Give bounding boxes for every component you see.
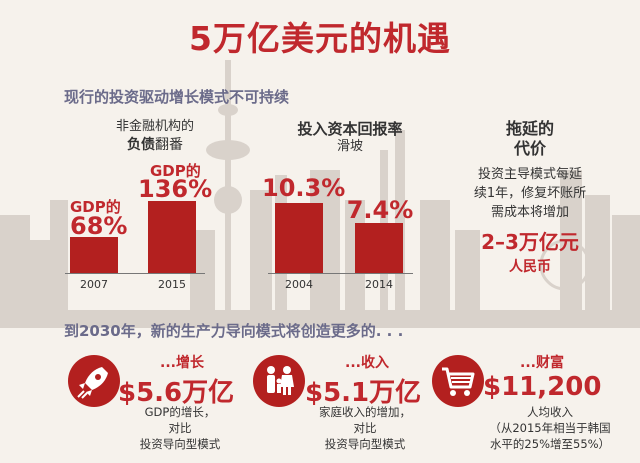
outcome-income-desc1: 家庭收入的增加， [319, 405, 411, 419]
outcome-growth-desc2: 对比 [168, 421, 192, 435]
bar-2015-value: 136% [138, 175, 213, 203]
outcome-income-desc3: 投资导向型模式 [324, 437, 406, 451]
outcome-wealth-icon-circle [432, 355, 484, 407]
section1-heading: 现行的投资驱动增长模式不可持续 [64, 88, 290, 106]
outcome-wealth-desc3: 水平的25%增至55%） [489, 437, 611, 451]
bar-2004 [275, 203, 323, 273]
debt-axis [65, 273, 205, 274]
outcome-wealth-desc2: （从2015年相当于韩国 [489, 421, 611, 435]
return-axis [268, 273, 413, 274]
return-caption-line2: 滑坡 [336, 139, 363, 154]
return-caption-line1: 投入资本回报率 [297, 120, 403, 138]
bar-2015-label: GDP的 [150, 162, 201, 180]
delay-desc-line3: 需成本将增加 [490, 205, 569, 220]
outcome-growth-desc3: 投资导向型模式 [139, 437, 221, 451]
year-2007: 2007 [80, 278, 108, 291]
bar-2014 [355, 223, 403, 273]
year-2004: 2004 [285, 278, 313, 291]
outcome-income-label: ...收入 [345, 355, 389, 371]
rocket-icon [77, 367, 108, 399]
outcome-wealth-amount: $11,200 [483, 372, 602, 402]
debt-caption-rest: 翻番 [155, 137, 183, 153]
delay-title-line2: 代价 [513, 139, 546, 158]
bar-2007 [70, 237, 118, 273]
page-title: 5万亿美元的机遇 [189, 19, 451, 58]
outcome-income-icon-circle [253, 355, 305, 407]
outcome-wealth-desc1: 人均收入 [527, 405, 573, 419]
delay-desc-line2: 续1年，修复坏账所 [473, 186, 587, 201]
shopping-cart-icon [442, 367, 475, 396]
outcome-growth-label: ...增长 [160, 355, 204, 371]
delay-unit: 人民币 [509, 259, 551, 275]
debt-caption-line1: 非金融机构的 [115, 119, 194, 134]
bar-2007-value: 68% [70, 212, 128, 240]
debt-caption-bold: 负债 [127, 137, 155, 153]
outcome-growth-amount: $5.6万亿 [118, 378, 235, 408]
bar-2004-value: 10.3% [262, 174, 346, 202]
year-2014: 2014 [365, 278, 393, 291]
delay-title-line1: 拖延的 [505, 119, 554, 138]
outcome-income-desc2: 对比 [353, 421, 377, 435]
outcome-wealth-label: ...财富 [520, 355, 564, 371]
delay-desc-line1: 投资主导模式每延 [477, 167, 582, 182]
delay-amount: 2–3万亿元 [481, 230, 579, 254]
outcome-growth-desc1: GDP的增长， [144, 405, 216, 419]
family-icon [267, 366, 294, 395]
outcome-growth-icon-circle [68, 355, 120, 407]
section2-heading: 到2030年，新的生产力导向模式将创造更多的. . . [64, 322, 404, 340]
outcome-income-amount: $5.1万亿 [305, 378, 422, 408]
bar-2007-label: GDP的 [70, 198, 121, 216]
year-2015: 2015 [158, 278, 186, 291]
bar-2015 [148, 201, 196, 273]
bar-2014-value: 7.4% [346, 196, 414, 224]
